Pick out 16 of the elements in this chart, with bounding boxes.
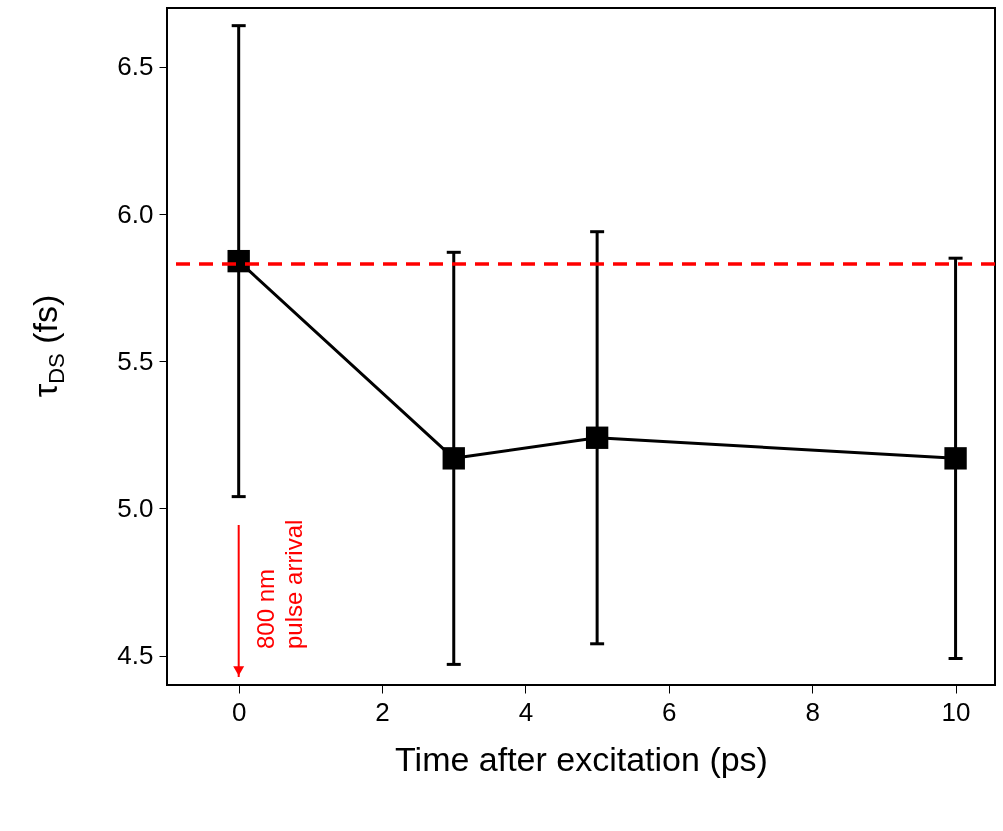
x-tick-label: 0 [231, 696, 247, 727]
x-tick-label: 4 [518, 696, 534, 727]
y-tick-label: 4.5 [117, 640, 154, 671]
annotation: 800 nm pulse arrival [251, 519, 307, 649]
y-tick-label: 5.5 [117, 345, 154, 376]
point [442, 447, 465, 470]
y-tick-label: 5.0 [117, 492, 154, 523]
point [944, 447, 967, 470]
x-tick-label: 10 [941, 696, 971, 727]
point [585, 426, 609, 449]
y-tick-label: 6.5 [117, 51, 154, 82]
x-tick-label: 6 [662, 696, 677, 727]
x-tick-label: 8 [805, 696, 820, 727]
x-tick-label: 2 [375, 696, 390, 727]
y-tick-label: 6.0 [117, 198, 154, 229]
x-axis-title: Time after excitation (ps) [395, 739, 768, 778]
